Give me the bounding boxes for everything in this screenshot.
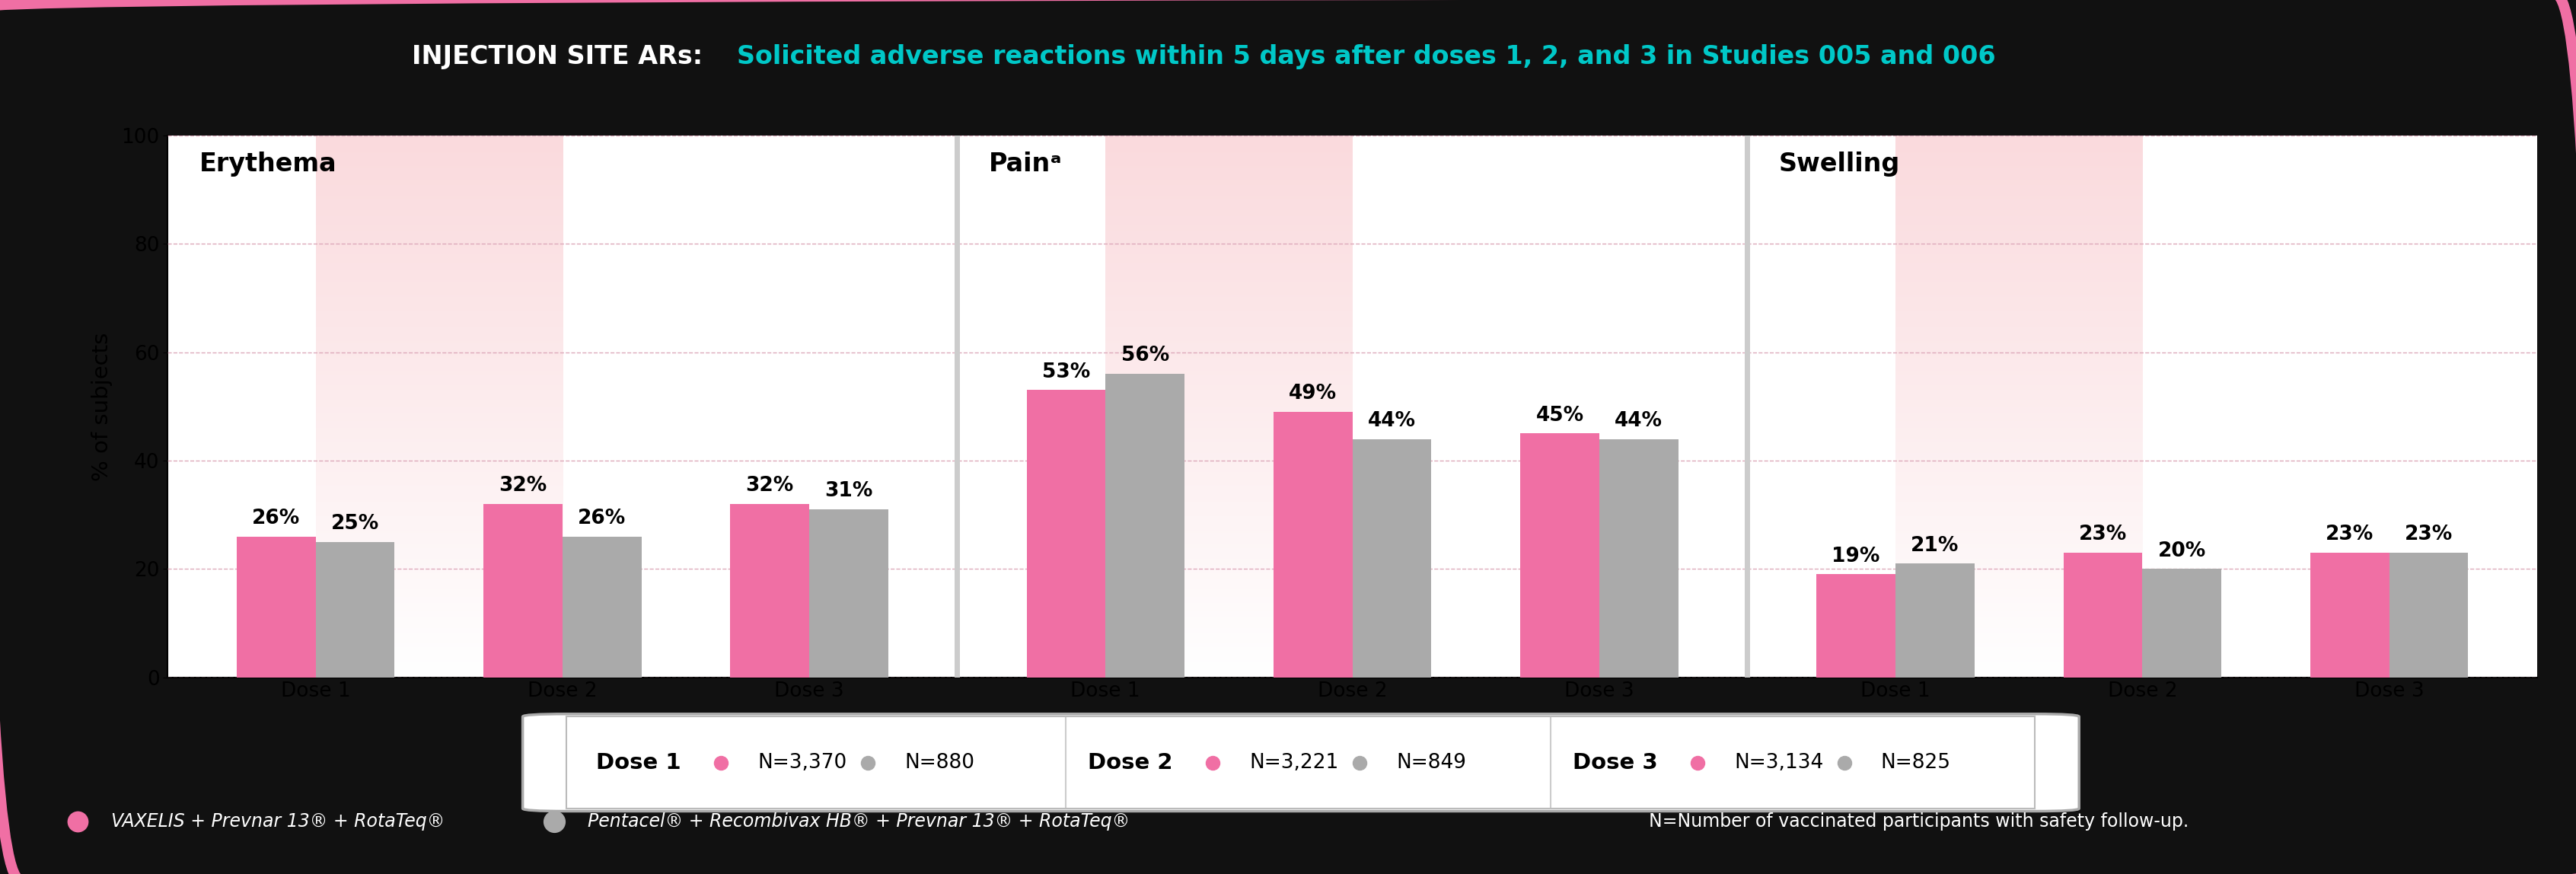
Text: 32%: 32% [500,476,546,496]
Text: 20%: 20% [2159,541,2205,561]
Bar [1816,574,1896,677]
Bar [562,537,641,677]
Bar [2388,552,2468,677]
Text: N=3,221: N=3,221 [1249,753,1340,773]
Text: Dose 3: Dose 3 [1571,752,1656,773]
Text: 23%: 23% [2403,524,2452,545]
Bar [1896,564,1973,677]
Bar [2143,569,2221,677]
Text: VAXELIS + Prevnar 13® + RotaTeq®: VAXELIS + Prevnar 13® + RotaTeq® [111,813,446,830]
Text: 53%: 53% [1041,362,1090,382]
Text: Erythema: Erythema [198,152,337,177]
Bar [1105,374,1185,677]
Text: 56%: 56% [1121,346,1170,365]
Text: N=3,134: N=3,134 [1734,753,1824,773]
FancyBboxPatch shape [523,714,2079,811]
Text: 44%: 44% [1368,411,1417,431]
Text: 31%: 31% [824,482,873,502]
Bar [1520,434,1600,677]
Bar [732,504,809,677]
Text: Dose 1: Dose 1 [595,752,680,773]
Bar [2311,552,2388,677]
Text: 26%: 26% [577,509,626,528]
Text: 23%: 23% [2079,524,2128,545]
Text: 19%: 19% [1832,546,1880,566]
Text: Swelling: Swelling [1780,152,1901,177]
Text: N=849: N=849 [1396,753,1466,773]
Text: 25%: 25% [330,514,379,534]
Text: 23%: 23% [2326,524,2375,545]
Bar [809,510,889,677]
Y-axis label: % of subjects: % of subjects [93,332,113,481]
Text: INJECTION SITE ARs: Solicited adverse reactions within 5 days after doses 1, 2, : INJECTION SITE ARs: Solicited adverse re… [507,45,2069,69]
Text: Solicited adverse reactions within 5 days after doses 1, 2, and 3 in Studies 005: Solicited adverse reactions within 5 day… [737,45,1996,69]
Text: 45%: 45% [1535,406,1584,426]
Bar [1352,439,1432,677]
Bar [237,537,314,677]
Text: 26%: 26% [252,509,301,528]
Text: N=880: N=880 [904,753,974,773]
Text: 44%: 44% [1615,411,1662,431]
Text: 49%: 49% [1288,384,1337,404]
Text: Dose 2: Dose 2 [1087,752,1172,773]
Bar [1600,439,1677,677]
Text: N=Number of vaccinated participants with safety follow-up.: N=Number of vaccinated participants with… [1649,813,2190,830]
Bar [1273,412,1352,677]
Text: Painᵃ: Painᵃ [989,152,1061,177]
Bar [484,504,562,677]
Bar [314,542,394,677]
Text: 21%: 21% [1911,536,1960,556]
Bar [2063,552,2143,677]
Text: INJECTION SITE ARs:: INJECTION SITE ARs: [412,45,711,69]
Text: Pentacel® + Recombivax HB® + Prevnar 13® + RotaTeq®: Pentacel® + Recombivax HB® + Prevnar 13®… [587,813,1128,830]
Text: N=3,370: N=3,370 [757,753,848,773]
Text: 32%: 32% [744,476,793,496]
Bar [1025,390,1105,677]
Text: N=825: N=825 [1880,753,1950,773]
